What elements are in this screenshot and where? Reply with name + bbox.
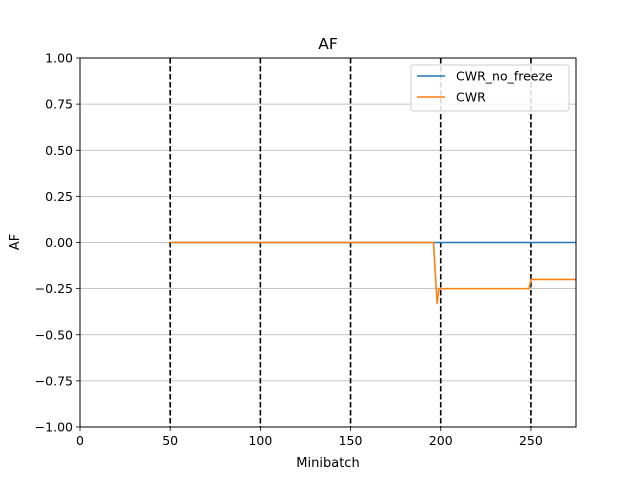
data-series xyxy=(170,241,576,305)
y-tick-label: 0.25 xyxy=(45,189,73,204)
x-tick-label: 150 xyxy=(339,433,363,448)
legend-label: CWR_no_freeze xyxy=(456,69,553,84)
y-tick-label: 0.50 xyxy=(45,143,73,158)
x-tick-label: 50 xyxy=(162,433,178,448)
legend-label: CWR xyxy=(456,90,486,105)
y-tick-label: 1.00 xyxy=(45,51,73,66)
legend: CWR_no_freeze CWR xyxy=(410,64,570,112)
x-axis-ticks: 0 50 100 150 200 250 xyxy=(76,427,543,448)
x-tick-label: 200 xyxy=(429,433,453,448)
x-axis-label: Minibatch xyxy=(296,456,359,471)
y-tick-label: 0.00 xyxy=(45,235,73,250)
series-line-cwr xyxy=(170,241,576,305)
y-axis-ticks: −1.00 −0.75 −0.50 −0.25 0.00 0.25 0.50 0.75 1.00 xyxy=(35,51,80,435)
x-tick-label: 100 xyxy=(248,433,272,448)
y-tick-label: −0.50 xyxy=(35,327,73,342)
legend-box xyxy=(410,64,570,112)
y-tick-label: −1.00 xyxy=(35,420,73,435)
y-tick-label: −0.75 xyxy=(35,373,73,388)
y-tick-label: 0.75 xyxy=(45,97,73,112)
y-axis-label: AF xyxy=(8,234,23,250)
x-tick-label: 250 xyxy=(519,433,543,448)
x-tick-label: 0 xyxy=(76,433,84,448)
chart-title: AF xyxy=(318,35,338,53)
y-tick-label: −0.25 xyxy=(35,281,73,296)
